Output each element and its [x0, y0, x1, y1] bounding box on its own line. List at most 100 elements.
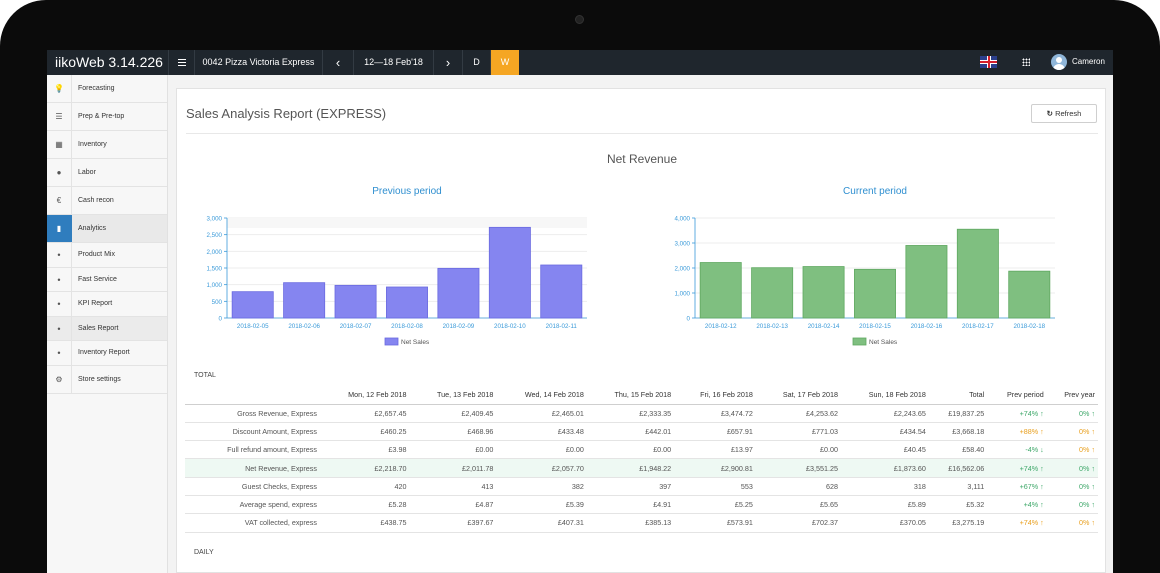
- sidebar-item-labor[interactable]: ● Labor: [47, 159, 167, 187]
- gear-icon: ⚙: [47, 365, 72, 393]
- bar: [334, 284, 377, 319]
- prev-period-change: +74% ↑: [987, 404, 1047, 423]
- next-period-button[interactable]: ›: [433, 50, 462, 75]
- table-cell: £0.00: [586, 440, 675, 460]
- table-cell: £2,218.70: [320, 458, 410, 478]
- table-cell: £0.00: [755, 440, 841, 460]
- table-cell: £1,948.22: [586, 458, 675, 478]
- table-cell: £468.96: [409, 422, 497, 442]
- column-header: Sat, 17 Feb 2018: [755, 386, 841, 405]
- table-cell: £5.32: [928, 495, 988, 515]
- sidebar-item-cash-recon[interactable]: € Cash recon: [47, 187, 167, 215]
- previous-period-chart: Previous period 0 500 1,000 1,500 2,000 2,500 3…: [207, 186, 587, 346]
- date-range-picker[interactable]: 12—18 Feb'18: [353, 50, 433, 75]
- prev-period-change: +74% ↑: [987, 513, 1047, 533]
- prev-period-change: +88% ↑: [987, 422, 1047, 442]
- view-week-button[interactable]: W: [490, 50, 519, 75]
- table-cell: £3,668.18: [928, 422, 988, 442]
- row-label: Discount Amount, Express: [185, 422, 320, 442]
- refresh-button[interactable]: ↻ Refresh: [1031, 104, 1097, 123]
- table-cell: £19,837.25: [928, 404, 988, 423]
- table-cell: £4.87: [409, 495, 497, 515]
- sidebar-item-forecasting[interactable]: 💡 Forecasting: [47, 75, 167, 103]
- bar: [956, 228, 999, 319]
- sidebar-item-store-settings[interactable]: ⚙ Store settings: [47, 365, 167, 394]
- column-header: Wed, 14 Feb 2018: [496, 386, 587, 405]
- uk-flag-icon[interactable]: [980, 56, 997, 68]
- sidebar-subitem-inventory-report[interactable]: • Inventory Report: [47, 341, 167, 366]
- bar: [488, 226, 531, 319]
- table-cell: £58.40: [928, 440, 988, 460]
- table-cell: £5.28: [320, 495, 410, 515]
- y-tick-label: 0: [219, 316, 223, 323]
- table-cell: £5.89: [841, 495, 929, 515]
- table-cell: £0.00: [409, 440, 497, 460]
- prev-year-change: 0% ↑: [1046, 513, 1098, 533]
- table-cell: £3,551.25: [755, 458, 841, 478]
- bar: [854, 268, 896, 319]
- x-tick-label: 2018-02-10: [494, 323, 526, 330]
- x-tick-label: 2018-02-17: [962, 323, 994, 330]
- sidebar: 💡 Forecasting ☰ Prep & Pre-top ▦ Inventory ● La…: [47, 75, 168, 573]
- sidebar-item-prep-pre-top[interactable]: ☰ Prep & Pre-top: [47, 103, 167, 131]
- y-tick-label: 1,000: [675, 291, 691, 298]
- report-panel: Sales Analysis Report (EXPRESS) ↻ Refres…: [176, 88, 1106, 573]
- x-tick-label: 2018-02-15: [859, 323, 891, 330]
- user-icon: ●: [47, 159, 72, 186]
- y-tick-label: 3,000: [207, 216, 223, 223]
- user-name[interactable]: Cameron: [1072, 57, 1105, 66]
- table-row: Full refund amount, Express £3.98 £0.00 £0.…: [185, 440, 1098, 460]
- sidebar-item-label: Inventory: [78, 141, 107, 148]
- sidebar-item-label: Cash recon: [78, 197, 114, 204]
- menu-toggle-button[interactable]: [168, 50, 194, 75]
- app-brand[interactable]: iikoWeb 3.14.226: [55, 54, 163, 70]
- prev-year-change: 0% ↑: [1046, 422, 1098, 442]
- x-tick-label: 2018-02-09: [443, 323, 475, 330]
- bar-chart-icon: ▮: [47, 215, 72, 242]
- row-label: Net Revenue, Express: [185, 458, 320, 478]
- chevron-left-icon: ‹: [335, 55, 341, 70]
- daily-section-label: DAILY: [194, 549, 214, 556]
- apps-grid-icon[interactable]: [1022, 58, 1030, 66]
- sidebar-subitem-fast-service[interactable]: • Fast Service: [47, 267, 167, 292]
- table-cell: £442.01: [586, 422, 675, 442]
- lightbulb-icon: 💡: [47, 75, 72, 102]
- table-cell: £771.03: [755, 422, 841, 442]
- user-avatar[interactable]: [1051, 54, 1067, 70]
- table-cell: £2,333.35: [586, 404, 675, 423]
- bullet-icon: •: [47, 243, 72, 267]
- table-cell: £573.91: [674, 513, 756, 533]
- store-selector[interactable]: 0042 Pizza Victoria Express: [194, 50, 322, 75]
- table-row: VAT collected, express £438.75 £397.67 £407…: [185, 513, 1098, 533]
- y-tick-label: 4,000: [675, 216, 691, 223]
- sidebar-item-inventory[interactable]: ▦ Inventory: [47, 131, 167, 159]
- table-cell: 318: [841, 477, 929, 496]
- sidebar-subitem-sales-report[interactable]: • Sales Report: [47, 316, 167, 341]
- sidebar-subitem-product-mix[interactable]: • Product Mix: [47, 243, 167, 268]
- legend-label: Net Sales: [869, 339, 898, 346]
- column-header: Thu, 15 Feb 2018: [586, 386, 675, 405]
- table-cell: £438.75: [320, 513, 410, 533]
- euro-icon: €: [47, 187, 72, 214]
- table-cell: £2,011.78: [409, 458, 497, 478]
- x-tick-label: 2018-02-06: [288, 323, 320, 330]
- sidebar-subitem-kpi-report[interactable]: • KPI Report: [47, 292, 167, 317]
- sidebar-item-analytics[interactable]: ▮ Analytics: [47, 215, 167, 243]
- prev-period-change: +74% ↑: [987, 458, 1047, 478]
- sidebar-subitem-label: Inventory Report: [78, 349, 130, 356]
- table-cell: £2,465.01: [496, 404, 587, 423]
- row-label: Guest Checks, Express: [185, 477, 320, 496]
- table-cell: £433.48: [496, 422, 587, 442]
- bar: [386, 286, 428, 319]
- current-period-chart: Current period 0 1,000 2,000 3,000 4,000 2018-…: [675, 186, 1055, 346]
- y-tick-label: 1,000: [207, 282, 223, 289]
- prev-period-button[interactable]: ‹: [322, 50, 353, 75]
- view-day-button[interactable]: D: [462, 50, 490, 75]
- y-tick-label: 0: [687, 316, 691, 323]
- table-cell: £370.05: [841, 513, 929, 533]
- prev-year-change: 0% ↑: [1046, 440, 1098, 460]
- table-row: Guest Checks, Express 420 413 382 397 553 628 3…: [185, 477, 1098, 496]
- prev-year-change: 0% ↑: [1046, 404, 1098, 423]
- refresh-label: Refresh: [1055, 109, 1082, 118]
